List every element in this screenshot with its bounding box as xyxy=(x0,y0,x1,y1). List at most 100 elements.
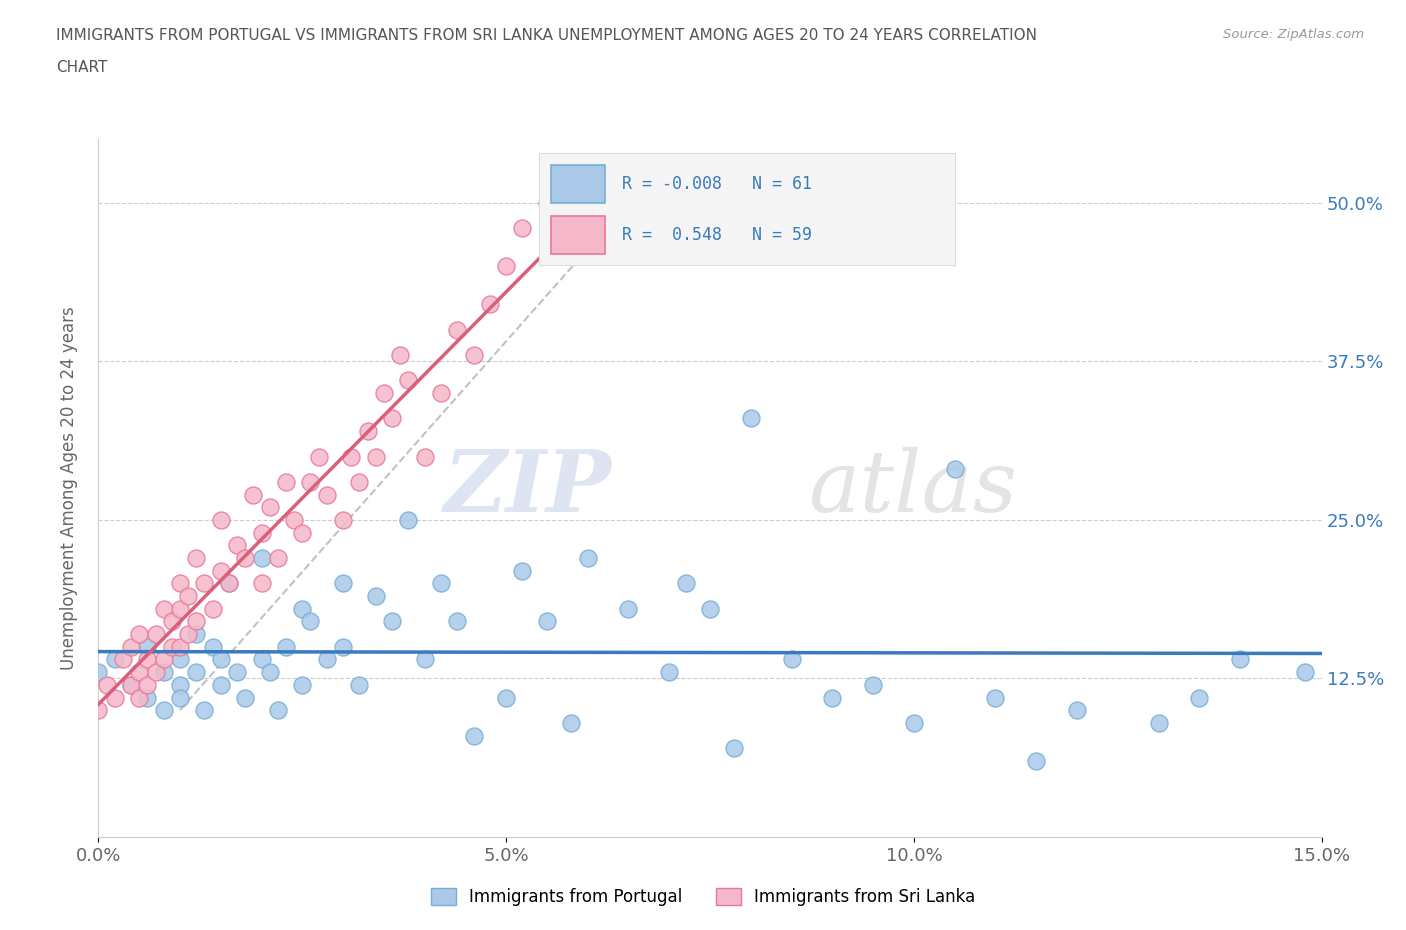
Point xyxy=(512,220,534,235)
Point xyxy=(381,411,404,426)
Point xyxy=(250,551,273,565)
Point xyxy=(723,741,745,756)
Point xyxy=(446,614,468,629)
Text: CHART: CHART xyxy=(56,60,108,75)
Point xyxy=(87,665,110,680)
Point xyxy=(186,614,208,629)
Point xyxy=(283,512,305,527)
Point xyxy=(1229,652,1251,667)
Point xyxy=(495,259,517,273)
Text: Source: ZipAtlas.com: Source: ZipAtlas.com xyxy=(1223,28,1364,41)
Point xyxy=(169,690,191,705)
Point xyxy=(740,411,762,426)
Point xyxy=(169,639,191,654)
Point xyxy=(340,449,363,464)
Text: ZIP: ZIP xyxy=(444,446,612,530)
Point xyxy=(463,348,485,363)
Point xyxy=(389,348,412,363)
Point xyxy=(1025,753,1047,768)
Point xyxy=(943,462,966,477)
Point xyxy=(364,449,387,464)
Point xyxy=(218,576,240,591)
Point xyxy=(495,690,517,705)
Point xyxy=(274,474,297,489)
Point xyxy=(332,512,354,527)
Point xyxy=(259,499,281,514)
Point xyxy=(780,652,803,667)
Point xyxy=(218,576,240,591)
Point xyxy=(209,564,232,578)
Point xyxy=(128,665,150,680)
Point xyxy=(699,602,721,617)
Point xyxy=(1188,690,1211,705)
Point xyxy=(274,639,297,654)
Point xyxy=(332,639,354,654)
Point xyxy=(396,373,419,388)
Point xyxy=(308,449,330,464)
Point xyxy=(413,449,436,464)
Point xyxy=(136,652,159,667)
Point xyxy=(226,665,249,680)
Point xyxy=(1066,703,1088,718)
Point xyxy=(209,652,232,667)
Point xyxy=(145,665,167,680)
Point xyxy=(242,487,264,502)
Point xyxy=(193,703,215,718)
Point xyxy=(233,690,256,705)
Point xyxy=(349,474,371,489)
Point xyxy=(120,677,142,692)
Point xyxy=(315,487,337,502)
Point xyxy=(152,652,174,667)
Point xyxy=(250,576,273,591)
Point xyxy=(136,639,159,654)
Point xyxy=(1147,715,1170,730)
Point xyxy=(160,639,183,654)
Point xyxy=(349,677,371,692)
Point xyxy=(104,652,127,667)
Point xyxy=(364,589,387,604)
Text: atlas: atlas xyxy=(808,447,1017,529)
Point xyxy=(658,665,681,680)
Point xyxy=(152,602,174,617)
Point xyxy=(87,703,110,718)
Point xyxy=(250,525,273,540)
Point xyxy=(430,576,453,591)
Point xyxy=(209,512,232,527)
Point xyxy=(430,386,453,401)
Point xyxy=(299,614,322,629)
Point xyxy=(128,690,150,705)
Point xyxy=(267,703,290,718)
Point xyxy=(186,627,208,642)
Y-axis label: Unemployment Among Ages 20 to 24 years: Unemployment Among Ages 20 to 24 years xyxy=(59,306,77,671)
Point xyxy=(862,677,884,692)
Point xyxy=(675,576,697,591)
Point xyxy=(169,677,191,692)
Point xyxy=(111,652,134,667)
Point xyxy=(201,639,224,654)
Point xyxy=(136,677,159,692)
Point xyxy=(128,627,150,642)
Point xyxy=(233,551,256,565)
Point xyxy=(463,728,485,743)
Point xyxy=(177,589,200,604)
Text: IMMIGRANTS FROM PORTUGAL VS IMMIGRANTS FROM SRI LANKA UNEMPLOYMENT AMONG AGES 20: IMMIGRANTS FROM PORTUGAL VS IMMIGRANTS F… xyxy=(56,28,1038,43)
Point xyxy=(104,690,127,705)
Point xyxy=(291,525,314,540)
Point xyxy=(299,474,322,489)
Point xyxy=(381,614,404,629)
Point xyxy=(373,386,395,401)
Point xyxy=(1294,665,1316,680)
Point xyxy=(136,690,159,705)
Point xyxy=(186,551,208,565)
Point xyxy=(536,195,558,210)
Point xyxy=(120,639,142,654)
Point xyxy=(145,627,167,642)
Point xyxy=(356,424,378,439)
Point xyxy=(226,538,249,552)
Point xyxy=(186,665,208,680)
Point xyxy=(512,564,534,578)
Point xyxy=(267,551,290,565)
Point xyxy=(821,690,844,705)
Point xyxy=(169,652,191,667)
Point xyxy=(96,677,118,692)
